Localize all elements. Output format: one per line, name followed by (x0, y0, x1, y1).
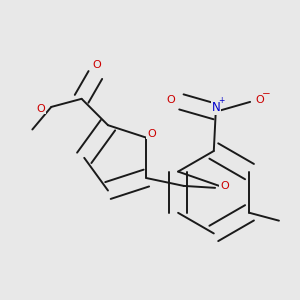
Text: O: O (255, 95, 264, 105)
Text: N: N (212, 101, 220, 114)
Text: O: O (92, 60, 101, 70)
Text: O: O (147, 129, 156, 139)
Text: +: + (218, 96, 225, 105)
Text: O: O (37, 104, 45, 114)
Text: O: O (220, 181, 229, 191)
Text: O: O (167, 95, 176, 105)
Text: −: − (261, 89, 270, 99)
